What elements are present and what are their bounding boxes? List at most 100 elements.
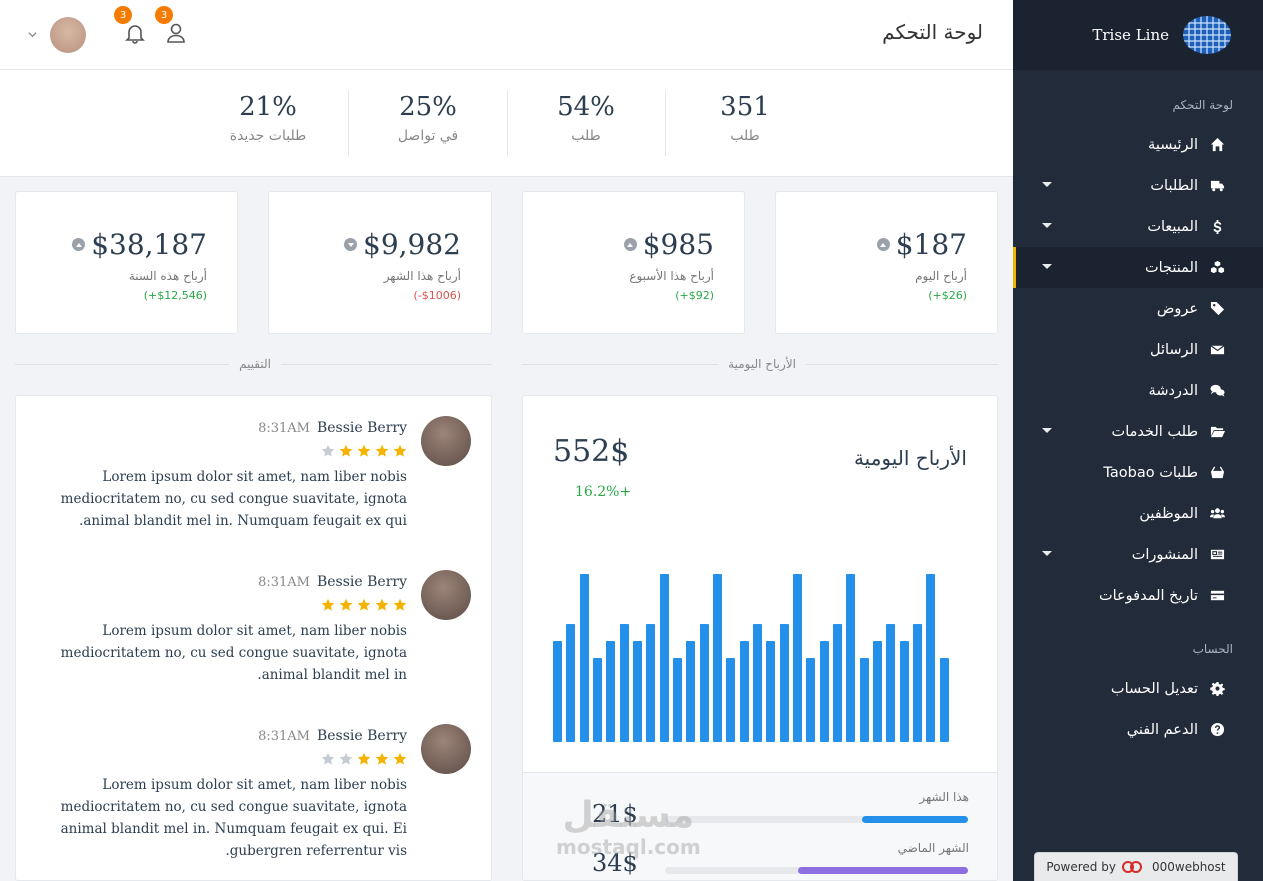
section-title-rating: التقييم — [229, 357, 281, 371]
chart-bar — [606, 641, 616, 742]
chart-bar — [673, 658, 682, 742]
newspaper-icon — [1208, 546, 1226, 564]
review-time: 8:31AM — [258, 729, 310, 744]
dollar-icon — [1208, 218, 1226, 236]
section-title-account: الحساب — [1192, 642, 1233, 656]
review-author[interactable]: Bessie Berry — [316, 574, 407, 590]
star-empty-icon — [339, 752, 353, 765]
stat-in-contact: 25% في تواصل — [349, 92, 507, 144]
chart-bar — [873, 641, 882, 742]
question-icon — [1208, 721, 1226, 739]
sidebar-item-offers[interactable]: عروض — [1013, 288, 1263, 329]
webhost-logo-icon — [1121, 861, 1142, 873]
brand-name: Trise Line — [1092, 26, 1169, 44]
brand[interactable]: Trise Line — [1013, 0, 1263, 70]
star-rating — [321, 598, 407, 612]
chart-bar — [753, 624, 762, 742]
section-title-daily-profits: الأرباح اليومية — [718, 357, 806, 371]
users-icon — [1208, 505, 1226, 523]
chevron-down-icon — [1042, 264, 1052, 269]
sidebar-item-posts[interactable]: المنشورات — [1013, 534, 1263, 575]
users-button[interactable]: 3 — [155, 6, 187, 44]
user-avatar[interactable] — [50, 17, 86, 53]
star-filled-icon — [357, 444, 371, 457]
profit-value: $187 — [895, 228, 967, 261]
profit-card-week: $985 أرباح هذا الأسبوع (+$92) — [522, 191, 745, 334]
chart-change: 16.2%+ — [575, 484, 632, 500]
chart-bar — [593, 658, 602, 742]
chart-bar — [739, 641, 749, 742]
divider — [507, 90, 508, 156]
chart-bar — [713, 574, 722, 742]
chart-bar — [659, 574, 669, 742]
chevron-down-icon — [1042, 223, 1052, 228]
comparison-panel: هذا الشهر 21$ الشهر الماضي 34$ — [523, 772, 997, 880]
profit-card-month: $9,982 أرباح هذا الشهر (-$1006) — [268, 191, 492, 334]
review-author[interactable]: Bessie Berry — [316, 420, 407, 436]
tag-icon — [1208, 300, 1226, 318]
stat-value: 21% — [239, 92, 297, 122]
chart-bar — [926, 574, 936, 742]
progress-fill — [861, 816, 968, 823]
review-item: Bessie Berry 8:31AM Lorem ipsum dolor si… — [16, 550, 491, 700]
chart-bar — [553, 641, 562, 742]
sidebar-item-service-requests[interactable]: طلب الخدمات — [1013, 411, 1263, 452]
notifications-button[interactable]: 3 — [114, 6, 146, 44]
sidebar-item-orders[interactable]: الطلبات — [1013, 165, 1263, 206]
sidebar-item-payment-history[interactable]: تاريخ المدفوعات — [1013, 575, 1263, 616]
envelope-icon — [1208, 341, 1226, 359]
sidebar-item-taobao-orders[interactable]: Taobao طلبات — [1013, 452, 1263, 493]
sidebar-item-employees[interactable]: الموظفين — [1013, 493, 1263, 534]
comments-icon — [1208, 382, 1226, 400]
trend-up-icon — [623, 238, 637, 251]
chart-bar — [579, 574, 589, 742]
last-month-value: 34$ — [592, 849, 638, 877]
sidebar-item-products[interactable]: المنتجات — [1013, 247, 1263, 288]
chevron-down-icon[interactable] — [28, 30, 37, 39]
profit-label: أرباح هذه السنة — [128, 269, 207, 283]
stat-label: طلب — [571, 128, 601, 144]
chart-bar — [819, 641, 829, 742]
stat-value: 54% — [557, 92, 615, 122]
star-filled-icon — [375, 444, 389, 457]
powered-by-badge[interactable]: Powered by 000webhost — [1034, 852, 1238, 881]
sidebar-item-support[interactable]: الدعم الفني — [1013, 709, 1263, 750]
star-empty-icon — [321, 752, 335, 765]
profit-value: $38,187 — [91, 228, 207, 261]
sidebar-item-edit-account[interactable]: تعديل الحساب — [1013, 668, 1263, 709]
stats-bar: 351 طلب 54% طلب 25% في تواصل 21% طلبات ج… — [0, 70, 1013, 177]
last-month-progress — [665, 867, 968, 874]
trend-up-icon — [876, 238, 890, 251]
last-month-label: الشهر الماضي — [897, 841, 969, 855]
review-item: Bessie Berry 8:31AM Lorem ipsum dolor si… — [16, 704, 491, 859]
avatar[interactable] — [421, 416, 471, 466]
avatar[interactable] — [421, 570, 471, 620]
review-text: Lorem ipsum dolor sit amet, nam liber no… — [60, 623, 407, 683]
chart-bar — [686, 641, 696, 742]
profit-value: $985 — [642, 228, 714, 261]
profit-card-today: $187 أرباح اليوم (+$26) — [775, 191, 998, 334]
divider — [665, 90, 666, 156]
profit-card-year: $38,187 أرباح هذه السنة (+$12,546) — [15, 191, 238, 334]
sidebar-item-home[interactable]: الرئيسية — [1013, 124, 1263, 165]
stat-orders-percent: 54% طلب — [507, 92, 665, 144]
chart-bar — [779, 624, 789, 742]
review-author[interactable]: Bessie Berry — [316, 728, 407, 744]
credit-card-icon — [1208, 587, 1226, 605]
chart-total: 552$ — [553, 434, 630, 469]
folder-open-icon — [1208, 423, 1226, 441]
profit-change: (+$12,546) — [143, 289, 207, 302]
users-count-badge: 3 — [155, 6, 173, 24]
stat-value: 351 — [720, 92, 770, 122]
powered-by-brand: 000webhost — [1151, 860, 1226, 874]
chart-bar — [566, 624, 576, 742]
stat-orders-count: 351 طلب — [666, 92, 824, 144]
chart-bar — [766, 641, 776, 742]
chart-bar — [633, 641, 642, 742]
star-filled-icon — [393, 598, 407, 611]
sidebar-item-chat[interactable]: الدردشة — [1013, 370, 1263, 411]
avatar[interactable] — [421, 724, 471, 774]
sidebar-item-sales[interactable]: المبيعات — [1013, 206, 1263, 247]
sidebar-item-messages[interactable]: الرسائل — [1013, 329, 1263, 370]
trend-down-icon — [344, 238, 358, 251]
